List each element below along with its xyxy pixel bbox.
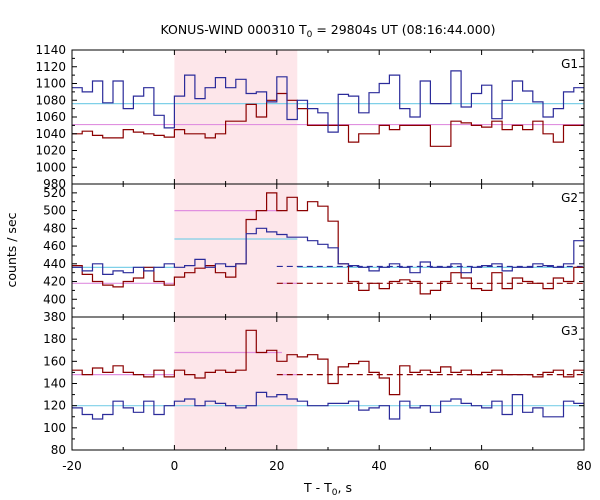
- y-tick-label: 120: [43, 399, 66, 413]
- y-tick-label: 100: [43, 421, 66, 435]
- panel-g2: 380 400 420 440 460 480 500 520 G2: [43, 183, 585, 324]
- panels-group: 98010001020104010601080110011201140G1380…: [35, 43, 591, 473]
- y-tick-label: 1020: [35, 144, 66, 158]
- x-tick-label: -20: [62, 459, 82, 473]
- y-tick-label: 980: [43, 177, 66, 191]
- y-tick-label: 1120: [35, 60, 66, 74]
- y-tick-label: 140: [43, 377, 66, 391]
- y-tick-label: 180: [43, 332, 66, 346]
- shaded-interval: [174, 50, 298, 184]
- chart-title-subscript: 0: [307, 30, 313, 40]
- x-axis-label-main: T - T: [303, 480, 332, 495]
- y-tick-label: 1140: [35, 43, 66, 57]
- panel-label: G2: [561, 191, 578, 205]
- chart-title-main: KONUS-WIND 000310 T: [160, 22, 306, 37]
- x-tick-label: 40: [372, 459, 387, 473]
- x-tick-label: 80: [576, 459, 591, 473]
- panel-g1: 980 1000 1020 1040 1060 1080 1100 1120 1140 G1: [35, 43, 585, 191]
- panel-g3: 80 100 120 140 160 180 G3: [43, 316, 585, 457]
- series-b-line: [72, 92, 584, 147]
- y-tick-label: 440: [43, 257, 66, 271]
- y-tick-label: 520: [43, 186, 66, 200]
- x-tick-label: 0: [171, 459, 179, 473]
- y-tick-label: 1040: [35, 127, 66, 141]
- series-a-line: [72, 70, 584, 133]
- y-tick-label: 400: [43, 292, 66, 306]
- x-axis-label-rest: , s: [338, 480, 352, 495]
- x-axis-label-subscript: 0: [332, 488, 338, 498]
- panel-label: G3: [561, 324, 578, 338]
- x-tick-label: 60: [474, 459, 489, 473]
- y-tick-label: 1000: [35, 160, 66, 174]
- panel-label: G1: [561, 57, 578, 71]
- y-tick-label: 480: [43, 221, 66, 235]
- y-tick-label: 80: [51, 443, 66, 457]
- shaded-interval: [174, 184, 298, 317]
- y-tick-label: 420: [43, 275, 66, 289]
- shaded-interval: [174, 317, 298, 450]
- y-tick-label: 460: [43, 239, 66, 253]
- series-b-line: [72, 192, 584, 295]
- x-axis-label: T - T0, s: [303, 480, 352, 498]
- y-tick-label: 1060: [35, 110, 66, 124]
- chart-title-rest: = 29804s UT (08:16:44.000): [312, 22, 495, 37]
- y-tick-label: 1080: [35, 93, 66, 107]
- series-b-line: [72, 329, 584, 396]
- panel-frame: [71, 183, 585, 318]
- y-tick-label: 500: [43, 204, 66, 218]
- y-tick-label: 380: [43, 310, 66, 324]
- x-tick-label: 20: [269, 459, 284, 473]
- y-tick-label: 1100: [35, 77, 66, 91]
- y-tick-label: 160: [43, 354, 66, 368]
- series-a-line: [72, 391, 584, 420]
- chart-title: KONUS-WIND 000310 T0 = 29804s UT (08:16:…: [160, 22, 495, 40]
- y-axis-label: counts / sec: [4, 212, 19, 287]
- series-a-line: [72, 227, 584, 275]
